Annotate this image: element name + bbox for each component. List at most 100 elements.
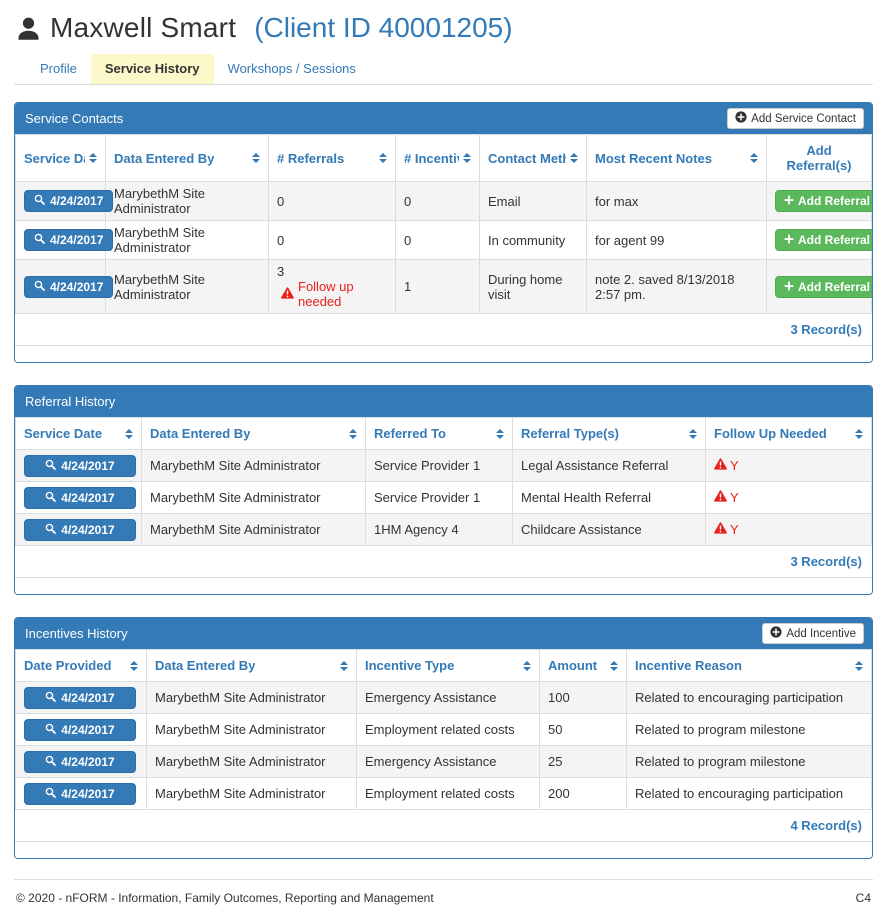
incentives-history-heading: Incentives History Add Incentive xyxy=(15,618,872,649)
view-referral-button[interactable]: 4/24/2017 xyxy=(24,454,136,477)
service-contacts-panel: Service Contacts Add Service Contact Ser… xyxy=(14,102,873,363)
cell-referrals: 0 xyxy=(268,220,396,260)
cell-amount: 200 xyxy=(539,777,627,810)
table-row: 4/24/2017 MarybethM Site Administrator 0… xyxy=(15,220,872,260)
cell-incentive-reason: Related to program milestone xyxy=(626,745,872,778)
sort-icon[interactable] xyxy=(89,153,97,163)
sort-icon[interactable] xyxy=(463,153,471,163)
sort-icon[interactable] xyxy=(570,153,578,163)
record-count: 3 Record(s) xyxy=(15,314,872,346)
cell-data-entered-by: MarybethM Site Administrator xyxy=(146,713,357,746)
add-incentive-button[interactable]: Add Incentive xyxy=(762,623,864,644)
sort-icon[interactable] xyxy=(125,428,133,439)
view-referral-button[interactable]: 4/24/2017 xyxy=(24,518,136,541)
sort-icon[interactable] xyxy=(855,660,863,671)
cell-referred-to: Service Provider 1 xyxy=(365,481,513,514)
warning-icon xyxy=(714,490,727,505)
cell-incentive-reason: Related to encouraging participation xyxy=(626,681,872,714)
col-follow-up-needed[interactable]: Follow Up Needed xyxy=(705,417,872,450)
sort-icon[interactable] xyxy=(379,153,387,163)
cell-referral-type: Legal Assistance Referral xyxy=(512,449,706,482)
sort-icon[interactable] xyxy=(349,428,357,439)
cell-data-entered-by: MarybethM Site Administrator xyxy=(141,481,366,514)
view-incentive-button[interactable]: 4/24/2017 xyxy=(24,750,136,773)
sort-icon[interactable] xyxy=(130,660,138,671)
plus-circle-icon xyxy=(735,111,747,126)
col-contact-method[interactable]: Contact Method xyxy=(479,134,587,182)
panel-spacer xyxy=(15,842,872,858)
table-row: 4/24/2017 MarybethM Site Administrator S… xyxy=(15,481,872,514)
cell-incentives: 0 xyxy=(395,181,480,221)
warning-icon xyxy=(281,286,294,302)
col-amount[interactable]: Amount xyxy=(539,649,627,682)
panel-title: Incentives History xyxy=(25,626,128,641)
table-row: 4/24/2017 MarybethM Site Administrator 1… xyxy=(15,513,872,546)
panel-spacer xyxy=(15,578,872,594)
add-referral-button[interactable]: Add Referral xyxy=(775,275,872,298)
add-service-contact-button[interactable]: Add Service Contact xyxy=(727,108,864,129)
view-incentive-button[interactable]: 4/24/2017 xyxy=(24,718,136,741)
view-service-contact-button[interactable]: 4/24/2017 xyxy=(24,190,114,212)
sort-icon[interactable] xyxy=(689,428,697,439)
sort-icon[interactable] xyxy=(523,660,531,671)
view-incentive-button[interactable]: 4/24/2017 xyxy=(24,782,136,805)
view-service-contact-button[interactable]: 4/24/2017 xyxy=(24,275,114,298)
magnifier-icon xyxy=(45,491,57,505)
col-incentive-reason[interactable]: Incentive Reason xyxy=(626,649,872,682)
view-incentive-button[interactable]: 4/24/2017 xyxy=(24,686,136,709)
plus-circle-icon xyxy=(770,626,782,641)
sort-icon[interactable] xyxy=(252,153,260,163)
col-data-entered-by[interactable]: Data Entered By xyxy=(141,417,366,450)
add-referral-button[interactable]: Add Referral xyxy=(775,229,872,251)
record-count: 4 Record(s) xyxy=(15,810,872,842)
cell-contact-method: Email xyxy=(479,181,587,221)
cell-incentives: 1 xyxy=(395,259,480,314)
col-referral-types[interactable]: Referral Type(s) xyxy=(512,417,706,450)
cell-follow-up-needed: Y xyxy=(705,449,872,482)
table-row: 4/24/2017 MarybethM Site Administrator E… xyxy=(15,745,872,778)
col-data-entered-by[interactable]: Data Entered By xyxy=(146,649,357,682)
col-incentive-type[interactable]: Incentive Type xyxy=(356,649,540,682)
table-row: 4/24/2017 MarybethM Site Administrator E… xyxy=(15,777,872,810)
sort-icon[interactable] xyxy=(750,153,758,163)
cell-data-entered-by: MarybethM Site Administrator xyxy=(105,181,269,221)
col-referrals[interactable]: # Referrals xyxy=(268,134,396,182)
col-incentives[interactable]: # Incentives xyxy=(395,134,480,182)
plus-icon xyxy=(784,194,794,208)
service-contacts-heading: Service Contacts Add Service Contact xyxy=(15,103,872,134)
cell-referrals: 0 xyxy=(268,181,396,221)
table-header-row: Date Provided Data Entered By Incentive … xyxy=(15,649,872,682)
table-row: 4/24/2017 MarybethM Site Administrator 0… xyxy=(15,181,872,221)
cell-contact-method: In community xyxy=(479,220,587,260)
col-most-recent-notes[interactable]: Most Recent Notes xyxy=(586,134,767,182)
magnifier-icon xyxy=(45,787,57,801)
sort-icon[interactable] xyxy=(855,428,863,439)
col-service-date[interactable]: Service Date xyxy=(15,417,142,450)
incentives-history-table: Date Provided Data Entered By Incentive … xyxy=(15,649,872,810)
sort-icon[interactable] xyxy=(340,660,348,671)
cell-data-entered-by: MarybethM Site Administrator xyxy=(105,220,269,260)
tab-profile[interactable]: Profile xyxy=(40,61,77,76)
table-header-row: Service Date Data Entered By # Referrals… xyxy=(15,134,872,182)
col-data-entered-by[interactable]: Data Entered By xyxy=(105,134,269,182)
view-referral-button[interactable]: 4/24/2017 xyxy=(24,486,136,509)
add-referral-button[interactable]: Add Referral xyxy=(775,190,872,212)
tab-service-history[interactable]: Service History xyxy=(90,54,214,84)
sort-icon[interactable] xyxy=(496,428,504,439)
cell-referred-to: Service Provider 1 xyxy=(365,449,513,482)
col-service-date[interactable]: Service Date xyxy=(15,134,106,182)
view-service-contact-button[interactable]: 4/24/2017 xyxy=(24,229,114,251)
plus-icon xyxy=(784,233,794,247)
follow-up-flag: Follow up needed xyxy=(298,279,354,309)
tab-workshops-sessions[interactable]: Workshops / Sessions xyxy=(227,61,356,76)
magnifier-icon xyxy=(45,523,57,537)
sort-icon[interactable] xyxy=(610,660,618,671)
site-footer: © 2020 - nFORM - Information, Family Out… xyxy=(14,879,873,905)
panel-title: Service Contacts xyxy=(25,111,124,126)
table-header-row: Service Date Data Entered By Referred To… xyxy=(15,417,872,450)
col-referred-to[interactable]: Referred To xyxy=(365,417,513,450)
col-date-provided[interactable]: Date Provided xyxy=(15,649,147,682)
cell-referral-type: Childcare Assistance xyxy=(512,513,706,546)
incentives-history-panel: Incentives History Add Incentive Date Pr… xyxy=(14,617,873,859)
